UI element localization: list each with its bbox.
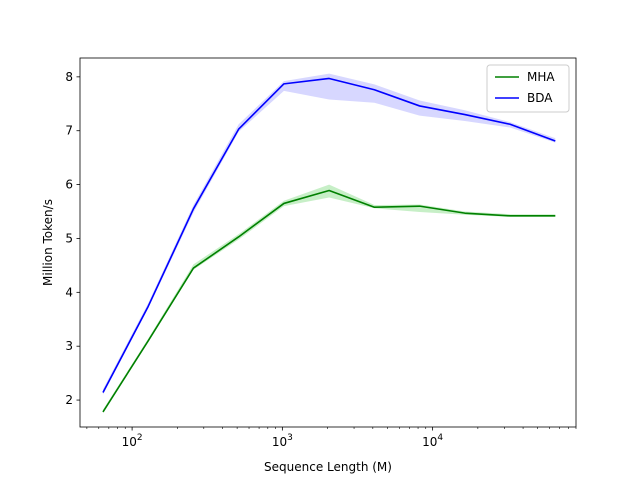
y-tick-label: 2 <box>65 393 73 407</box>
y-axis-label: Million Token/s <box>41 199 55 286</box>
axes: 102 103 104 2 3 4 5 6 7 8 Sequence Length (M) Milli… <box>41 57 577 474</box>
mha-legend-label: MHA <box>527 70 555 84</box>
y-tick-label: 6 <box>65 178 73 192</box>
y-tick-label: 5 <box>65 231 73 245</box>
y-tick-label: 8 <box>65 70 73 84</box>
plot-frame <box>79 57 577 428</box>
y-tick-label: 3 <box>65 339 73 353</box>
series-lines <box>102 77 556 413</box>
x-tick-label: 104 <box>422 433 443 449</box>
y-tick-label: 7 <box>65 124 73 138</box>
x-tick-label: 103 <box>272 433 293 449</box>
x-tick-label: 102 <box>122 433 143 449</box>
x-axis-label: Sequence Length (M) <box>264 460 392 474</box>
bda-legend-label: BDA <box>527 91 553 105</box>
y-tick-label: 4 <box>65 285 73 299</box>
legend: MHA BDA <box>486 64 570 113</box>
